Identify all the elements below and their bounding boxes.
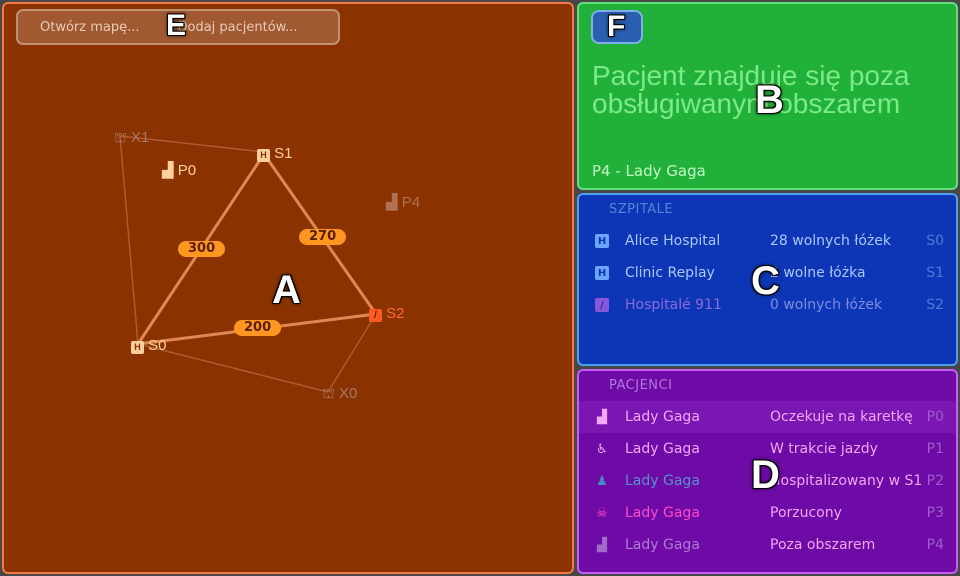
- patient-status: Oczekuje na karetkę: [770, 409, 913, 425]
- patient-row[interactable]: ♿ Lady Gaga W trakcie jazdy P1: [579, 433, 956, 465]
- hospitals-title: SZPITALE: [609, 202, 674, 217]
- edge-weight-badge: 270: [299, 229, 347, 245]
- ambulance-depot-icon: ⛫: [322, 385, 335, 401]
- patient-code: P1: [926, 441, 944, 457]
- patient-code: P2: [926, 473, 944, 489]
- node-label: P0: [177, 162, 197, 179]
- node-label: S2: [386, 305, 405, 322]
- hospital-s2[interactable]: / S2: [369, 305, 405, 322]
- overlay-letter-b: B: [755, 78, 784, 122]
- node-label: S1: [274, 145, 293, 162]
- patient-row[interactable]: ♟ Lady Gaga Hospitalizowany w S1 P2: [579, 465, 956, 497]
- patient-name: Lady Gaga: [625, 441, 700, 457]
- hospital-code: S0: [926, 233, 944, 249]
- patient-icon: ▟: [386, 194, 398, 211]
- hospital-beds: 0 wolnych łóżek: [770, 297, 883, 313]
- open-map-button[interactable]: Otwórz mapę...: [40, 19, 140, 35]
- map-panel[interactable]: ⛫ X1 H S1 ▟ P0 ▟ P4 / S2 H S0 ⛫ X0 300 2…: [2, 2, 574, 574]
- overlay-letter-f: F: [607, 10, 626, 43]
- overlay-letter-e: E: [166, 9, 187, 42]
- patient-row[interactable]: ▟ Lady Gaga Poza obszarem P4: [579, 529, 956, 561]
- status-panel: Pacjent znajduje się poza obsługiwanym o…: [577, 2, 958, 190]
- hospital-icon: H: [131, 341, 144, 354]
- patient-code: P4: [926, 537, 944, 553]
- hospital-beds: 28 wolnych łóżek: [770, 233, 891, 249]
- status-patient: P4 - Lady Gaga: [592, 162, 706, 180]
- patient-name: Lady Gaga: [625, 537, 700, 553]
- patient-p0[interactable]: ▟ P0: [162, 161, 196, 179]
- hospital-s1[interactable]: H S1: [257, 145, 293, 162]
- hospital-s0[interactable]: H S0: [131, 337, 167, 354]
- hospital-code: S2: [926, 297, 944, 313]
- depot-x0[interactable]: ⛫ X0: [322, 385, 357, 404]
- patient-name: Lady Gaga: [625, 473, 700, 489]
- overlay-letter-d: D: [751, 453, 780, 497]
- panel-f-box[interactable]: [591, 10, 643, 44]
- hospital-name: Clinic Replay: [625, 265, 715, 281]
- patient-row[interactable]: ▟ Lady Gaga Oczekuje na karetkę P0: [579, 401, 956, 433]
- patient-icon: ▟: [162, 162, 174, 179]
- map-toolbar: Otwórz mapę... Dodaj pacjentów...: [16, 9, 340, 45]
- patients-title: PACJENCI: [609, 378, 673, 393]
- abandoned-patient-icon: ☠: [596, 505, 608, 521]
- ambulance-depot-icon: ⛫: [114, 129, 127, 145]
- status-message: Pacjent znajduje się poza obsługiwanym o…: [592, 60, 910, 119]
- patient-code: P3: [926, 505, 944, 521]
- hospital-name: Alice Hospital: [625, 233, 721, 249]
- patient-row[interactable]: ☠ Lady Gaga Porzucony P3: [579, 497, 956, 529]
- hospital-row[interactable]: H Alice Hospital 28 wolnych łóżek S0: [579, 225, 956, 257]
- patient-name: Lady Gaga: [625, 409, 700, 425]
- depot-x1[interactable]: ⛫ X1: [114, 129, 149, 148]
- patient-code: P0: [926, 409, 944, 425]
- hospital-icon: H: [257, 149, 270, 162]
- node-label: S0: [148, 337, 167, 354]
- hospital-row[interactable]: H Clinic Replay 2 wolne łóżka S1: [579, 257, 956, 289]
- hospitals-panel: SZPITALE H Alice Hospital 28 wolnych łóż…: [577, 193, 958, 366]
- hospital-icon: H: [595, 234, 609, 248]
- patient-p4[interactable]: ▟ P4: [386, 193, 420, 211]
- hospital-beds: 2 wolne łóżka: [770, 265, 866, 281]
- node-label: X1: [131, 129, 150, 146]
- hospital-code: S1: [926, 265, 944, 281]
- outside-patient-icon: ▟: [597, 537, 607, 553]
- node-label: P4: [401, 194, 421, 211]
- patient-status: W trakcie jazdy: [770, 441, 878, 457]
- hospital-full-icon: /: [595, 298, 609, 312]
- hospital-icon: H: [595, 266, 609, 280]
- hospitalized-patient-icon: ♟: [596, 473, 608, 489]
- transport-patient-icon: ♿: [596, 441, 608, 457]
- edge-weight-badge: 300: [178, 241, 226, 257]
- patient-status: Hospitalizowany w S1: [770, 473, 923, 489]
- hospital-full-icon: /: [369, 309, 382, 322]
- patient-name: Lady Gaga: [625, 505, 700, 521]
- add-patients-button[interactable]: Dodaj pacjentów...: [177, 19, 298, 35]
- overlay-letter-c: C: [751, 259, 780, 303]
- overlay-letter-a: A: [272, 268, 301, 312]
- hospital-row[interactable]: / Hospitalé 911 0 wolnych łóżek S2: [579, 289, 956, 321]
- node-label: X0: [339, 385, 358, 402]
- waiting-patient-icon: ▟: [597, 409, 607, 425]
- patient-status: Poza obszarem: [770, 537, 876, 553]
- edge-weight-badge: 200: [234, 320, 282, 336]
- hospital-name: Hospitalé 911: [625, 297, 722, 313]
- patients-panel: PACJENCI ▟ Lady Gaga Oczekuje na karetkę…: [577, 369, 958, 574]
- patient-status: Porzucony: [770, 505, 842, 521]
